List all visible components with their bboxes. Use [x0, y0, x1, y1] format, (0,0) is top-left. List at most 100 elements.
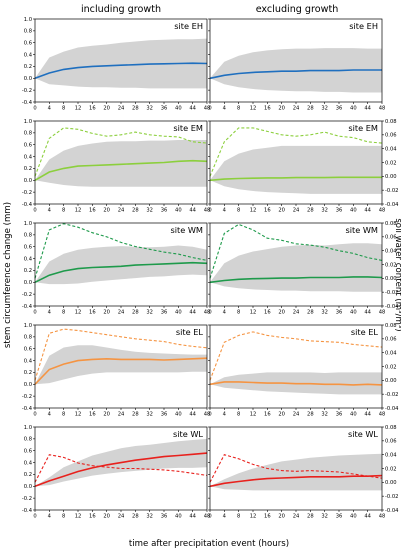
y-right-tick-label: 0.08 [385, 221, 397, 227]
circumference-series [34, 62, 208, 80]
y-tick-label: 0.4 [24, 460, 33, 466]
uncertainty-band [210, 48, 382, 93]
x-tick-label: 48 [204, 514, 211, 520]
panel-site-em-incl: 0 4 8 12 16 20 24 28 32 36 40 44 481.00.80.60.40.20.… [22, 119, 210, 214]
y-right-tick-label: -0.02 [385, 290, 398, 296]
soil-water-series [34, 223, 208, 279]
x-tick-label: 24 [293, 412, 300, 418]
site-label: site EM [348, 123, 378, 133]
y-right-tick-label: -0.02 [385, 392, 398, 398]
y-right-tick-label: 0.04 [385, 248, 397, 254]
uncertainty-band [35, 140, 207, 187]
y-tick-label: 0.6 [24, 143, 32, 149]
x-tick-label: 24 [293, 208, 300, 214]
y-tick-label: 0.0 [24, 76, 32, 82]
x-tick-label: 40 [175, 514, 182, 520]
y-tick-label: 0.6 [24, 347, 32, 353]
x-tick-label: 48 [379, 412, 386, 418]
y-right-tick-label: 0.02 [385, 262, 397, 268]
x-tick-label: 36 [336, 514, 343, 520]
x-tick-label: 44 [364, 310, 371, 316]
x-tick-label: 24 [118, 412, 125, 418]
y-right-tick-label: 0.06 [385, 235, 397, 241]
y-tick-label: 1.0 [24, 323, 32, 329]
x-tick-label: 48 [379, 514, 386, 520]
x-tick-label: 20 [103, 412, 110, 418]
x-tick-label: 12 [75, 310, 82, 316]
x-tick-label: 24 [118, 106, 125, 112]
x-tick-label: 40 [350, 310, 357, 316]
y-tick-label: -0.2 [22, 496, 32, 502]
uncertainty-band [210, 243, 382, 292]
x-axis-label: time after precipitation event (hours) [129, 539, 289, 549]
site-label: site WL [348, 429, 378, 439]
x-tick-label: 24 [293, 514, 300, 520]
x-tick-label: 32 [321, 412, 328, 418]
x-tick-label: 20 [278, 106, 285, 112]
y-tick-label: -0.4 [22, 508, 33, 514]
y-tick-label: 0.0 [24, 484, 32, 490]
x-tick-label: 12 [75, 106, 82, 112]
y-right-tick-label: 0.08 [385, 323, 397, 329]
y-right-tick-label: -0.04 [385, 406, 399, 412]
x-tick-label: 8 [237, 106, 240, 112]
circumference-series [34, 159, 208, 181]
y-right-tick-label: 0.00 [385, 174, 397, 180]
y-right-tick-label: 0.00 [385, 480, 397, 486]
site-label: site WL [173, 429, 203, 439]
y-tick-label: -0.2 [22, 394, 32, 400]
x-tick-label: 44 [189, 106, 196, 112]
uncertainty-band [35, 245, 207, 285]
y-tick-label: 0.8 [24, 233, 32, 239]
y-right-tick-label: -0.04 [385, 508, 399, 514]
y-right-tick-label: 0.08 [385, 425, 397, 431]
circumference-series [209, 276, 383, 284]
y-tick-label: 1.0 [24, 17, 32, 23]
x-tick-label: 4 [48, 412, 52, 418]
x-tick-label: 36 [161, 106, 168, 112]
site-label: site WM [170, 225, 203, 235]
x-tick-label: 44 [364, 106, 371, 112]
x-tick-label: 36 [336, 412, 343, 418]
x-tick-label: 16 [264, 208, 271, 214]
y-tick-label: 0.4 [24, 52, 33, 58]
x-tick-label: 20 [103, 514, 110, 520]
site-label: site WM [345, 225, 378, 235]
circumference-series [34, 261, 208, 284]
panel-site-wl-excl: 0 4 8 12 16 20 24 28 32 36 40 44 480.080.060.040.020… [208, 425, 399, 520]
y-right-tick-label: 0.02 [385, 466, 397, 472]
x-tick-label: 48 [204, 208, 211, 214]
soil-water-series [209, 223, 383, 279]
x-tick-label: 28 [307, 514, 314, 520]
x-tick-label: 32 [146, 208, 153, 214]
x-tick-label: 16 [264, 412, 271, 418]
x-tick-label: 4 [48, 514, 52, 520]
x-tick-label: 16 [264, 514, 271, 520]
x-tick-label: 44 [364, 208, 371, 214]
x-tick-label: 36 [161, 412, 168, 418]
uncertainty-band [35, 38, 207, 89]
x-tick-label: 8 [62, 514, 65, 520]
y-tick-label: 0.4 [24, 256, 33, 262]
y-right-tick-label: 0.06 [385, 439, 397, 445]
x-tick-label: 16 [264, 106, 271, 112]
x-tick-label: 28 [307, 412, 314, 418]
x-tick-label: 32 [321, 514, 328, 520]
x-tick-label: 32 [146, 310, 153, 316]
x-tick-label: 40 [350, 412, 357, 418]
x-tick-label: 44 [189, 412, 196, 418]
y-tick-label: 0.2 [24, 166, 32, 172]
x-tick-label: 44 [189, 310, 196, 316]
x-tick-label: 40 [350, 208, 357, 214]
circumference-series [209, 69, 382, 80]
panel-site-wl-incl: 0 4 8 12 16 20 24 28 32 36 40 44 481.00.80.60.40.20.… [22, 425, 210, 520]
x-tick-label: 28 [307, 106, 314, 112]
x-tick-label: 0 [33, 514, 36, 520]
y-right-tick-label: -0.02 [385, 494, 398, 500]
y-tick-label: 0.2 [24, 268, 32, 274]
x-tick-label: 44 [364, 412, 371, 418]
x-tick-label: 0 [33, 106, 36, 112]
x-tick-label: 48 [204, 412, 211, 418]
x-tick-label: 4 [48, 310, 52, 316]
